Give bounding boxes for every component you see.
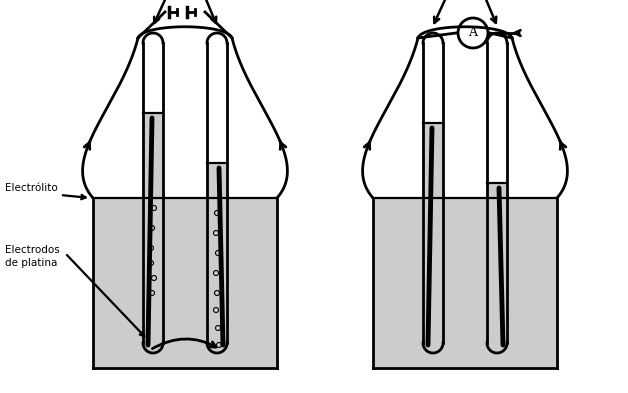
Text: Electrodos: Electrodos <box>5 245 60 255</box>
Text: Electrólito: Electrólito <box>5 183 58 193</box>
Polygon shape <box>143 113 163 353</box>
Text: de platina: de platina <box>5 258 57 268</box>
Text: A: A <box>468 26 477 40</box>
Polygon shape <box>93 198 277 368</box>
Polygon shape <box>207 163 227 353</box>
Polygon shape <box>423 123 443 353</box>
Polygon shape <box>373 198 557 368</box>
Polygon shape <box>487 183 507 353</box>
